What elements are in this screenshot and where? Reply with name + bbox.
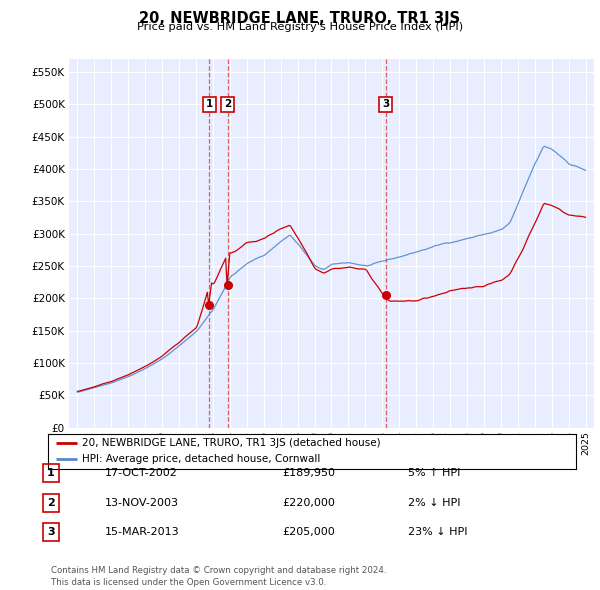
Text: 2% ↓ HPI: 2% ↓ HPI bbox=[408, 498, 461, 507]
Text: 5% ↑ HPI: 5% ↑ HPI bbox=[408, 468, 460, 478]
Text: 17-OCT-2002: 17-OCT-2002 bbox=[105, 468, 178, 478]
Text: 1: 1 bbox=[47, 468, 55, 478]
Text: HPI: Average price, detached house, Cornwall: HPI: Average price, detached house, Corn… bbox=[82, 454, 320, 464]
Text: 1: 1 bbox=[206, 99, 213, 109]
Text: 15-MAR-2013: 15-MAR-2013 bbox=[105, 527, 179, 537]
Text: £189,950: £189,950 bbox=[282, 468, 335, 478]
Text: Contains HM Land Registry data © Crown copyright and database right 2024.
This d: Contains HM Land Registry data © Crown c… bbox=[51, 566, 386, 587]
Text: 20, NEWBRIDGE LANE, TRURO, TR1 3JS: 20, NEWBRIDGE LANE, TRURO, TR1 3JS bbox=[139, 11, 461, 25]
Text: Price paid vs. HM Land Registry's House Price Index (HPI): Price paid vs. HM Land Registry's House … bbox=[137, 22, 463, 32]
Text: 2: 2 bbox=[47, 498, 55, 507]
Text: 23% ↓ HPI: 23% ↓ HPI bbox=[408, 527, 467, 537]
Text: £220,000: £220,000 bbox=[282, 498, 335, 507]
Text: 3: 3 bbox=[382, 99, 389, 109]
Text: £205,000: £205,000 bbox=[282, 527, 335, 537]
Text: 20, NEWBRIDGE LANE, TRURO, TR1 3JS (detached house): 20, NEWBRIDGE LANE, TRURO, TR1 3JS (deta… bbox=[82, 438, 381, 448]
Text: 3: 3 bbox=[47, 527, 55, 537]
Text: 2: 2 bbox=[224, 99, 232, 109]
Text: 13-NOV-2003: 13-NOV-2003 bbox=[105, 498, 179, 507]
